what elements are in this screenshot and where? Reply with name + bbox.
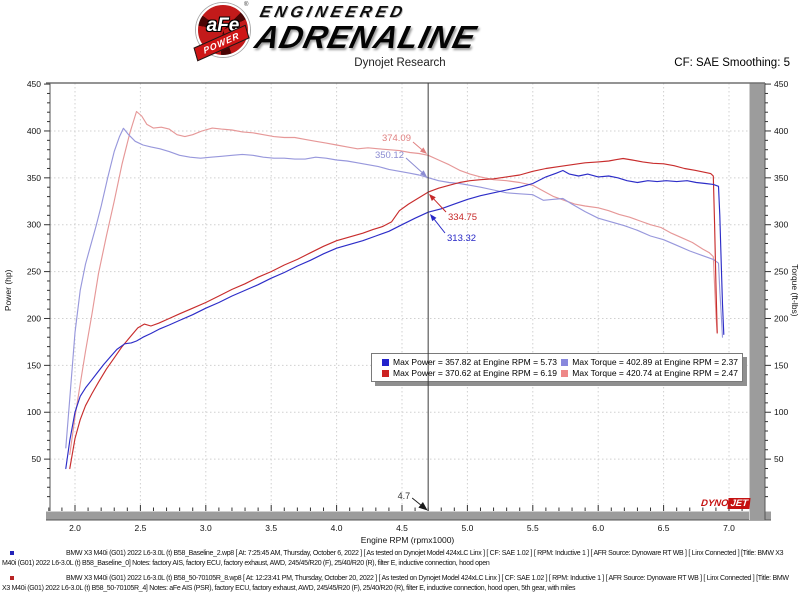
y-right-axis-title: Torque (ft-lbs)	[790, 264, 800, 317]
legend-entry-max-power-baseline: Max Power = 357.82 at Engine RPM = 5.73	[382, 357, 561, 367]
svg-text:100: 100	[27, 407, 41, 417]
run1-bullet-icon	[10, 551, 14, 555]
legend-entry-max-torque-afe: Max Torque = 420.74 at Engine RPM = 2.47	[561, 368, 738, 378]
svg-text:5.5: 5.5	[527, 523, 539, 533]
torque-run1-baseline-curve	[65, 127, 724, 449]
svg-text:100: 100	[774, 407, 788, 417]
svg-text:2.0: 2.0	[69, 523, 81, 533]
dyno-curves	[65, 110, 725, 470]
afe-power-logo: aFe ® POWER ENGINEERED ADRENALINE	[193, 2, 616, 62]
arrowhead-icon	[418, 502, 428, 511]
x-axis-title: Engine RPM (rpmx1000)	[361, 535, 455, 545]
svg-text:350: 350	[774, 173, 788, 183]
correction-factor-label: CF: SAE Smoothing: 5	[674, 57, 790, 69]
svg-text:5.0: 5.0	[461, 523, 473, 533]
svg-text:400: 400	[27, 126, 41, 136]
legend-swatch-blue	[382, 358, 389, 366]
annotation-value-374.09: 374.09	[382, 133, 411, 144]
arrowhead-icon	[419, 170, 427, 177]
svg-text:2.5: 2.5	[134, 523, 146, 533]
svg-text:4.0: 4.0	[331, 523, 343, 533]
svg-text:50: 50	[774, 454, 784, 464]
svg-text:250: 250	[27, 267, 41, 277]
power-run2-afe-intake-curve	[69, 157, 718, 470]
run1-text: BMW X3 M40i (G01) 2022 L6-3.0L (t) B58_B…	[2, 550, 784, 567]
annotation-value-350.12: 350.12	[375, 150, 404, 161]
axis-bands	[46, 83, 771, 521]
y-left-axis-title: Power (hp)	[3, 269, 13, 311]
legend-text: Max Torque = 420.74 at Engine RPM = 2.47	[572, 368, 738, 378]
svg-text:3.0: 3.0	[200, 523, 212, 533]
plot-area	[50, 83, 749, 511]
svg-text:450: 450	[27, 79, 41, 89]
run-info-line-baseline: BMW X3 M40i (G01) 2022 L6-3.0L (t) B58_B…	[2, 549, 798, 568]
svg-text:200: 200	[27, 313, 41, 323]
arrowhead-icon	[419, 147, 427, 154]
legend-swatch-lightblue	[561, 358, 569, 366]
svg-text:6.0: 6.0	[592, 523, 604, 533]
legend-swatch-red	[382, 369, 389, 377]
annotation-value-334.75: 334.75	[448, 212, 477, 223]
svg-text:250: 250	[774, 267, 788, 277]
svg-text:50: 50	[32, 454, 42, 464]
arrowhead-icon	[429, 194, 436, 201]
power-run1-baseline-curve	[65, 169, 725, 470]
svg-text:300: 300	[774, 220, 788, 230]
svg-text:6.5: 6.5	[658, 523, 670, 533]
legend-box: Max Power = 357.82 at Engine RPM = 5.73 …	[371, 353, 743, 382]
chart-title: Dynojet Research	[354, 57, 446, 69]
svg-text:400: 400	[774, 126, 788, 136]
torque-run2-afe-intake-curve	[69, 110, 718, 455]
x-axis-band	[46, 511, 771, 520]
svg-text:150: 150	[774, 360, 788, 370]
legend-text: Max Power = 357.82 at Engine RPM = 5.73	[393, 357, 557, 367]
svg-text:350: 350	[27, 173, 41, 183]
cursor-rpm-label: 4.7	[398, 491, 411, 501]
legend-entry-max-power-afe: Max Power = 370.62 at Engine RPM = 6.19	[382, 368, 561, 378]
svg-text:7.0: 7.0	[723, 523, 735, 533]
annotation-value-313.32: 313.32	[447, 233, 476, 244]
svg-text:450: 450	[774, 79, 788, 89]
registered-trademark-icon: ®	[244, 2, 249, 8]
svg-text:200: 200	[774, 313, 788, 323]
legend-text: Max Power = 370.62 at Engine RPM = 6.19	[393, 368, 557, 378]
axis-ticks	[44, 83, 771, 511]
legend-text: Max Torque = 402.89 at Engine RPM = 2.37	[572, 357, 738, 367]
legend-entry-max-torque-baseline: Max Torque = 402.89 at Engine RPM = 2.37	[561, 357, 738, 367]
right-axis-band	[749, 83, 765, 520]
svg-text:4.5: 4.5	[396, 523, 408, 533]
run-info-line-afe-intake: BMW X3 M40i (G01) 2022 L6-3.0L (t) B58_5…	[2, 574, 798, 593]
run2-text: BMW X3 M40i (G01) 2022 L6-3.0L (t) B58_5…	[2, 575, 789, 592]
legend-swatch-pink	[561, 369, 569, 377]
arrowhead-icon	[430, 214, 437, 222]
svg-text:150: 150	[27, 360, 41, 370]
svg-text:300: 300	[27, 220, 41, 230]
run2-bullet-icon	[10, 576, 14, 580]
svg-text:3.5: 3.5	[265, 523, 277, 533]
axis-tick-labels: 2.0 2.5 3.0 3.5 4.0 4.5 5.0 5.5 6.0 6.5 7.0 50 50 100…	[27, 79, 789, 533]
